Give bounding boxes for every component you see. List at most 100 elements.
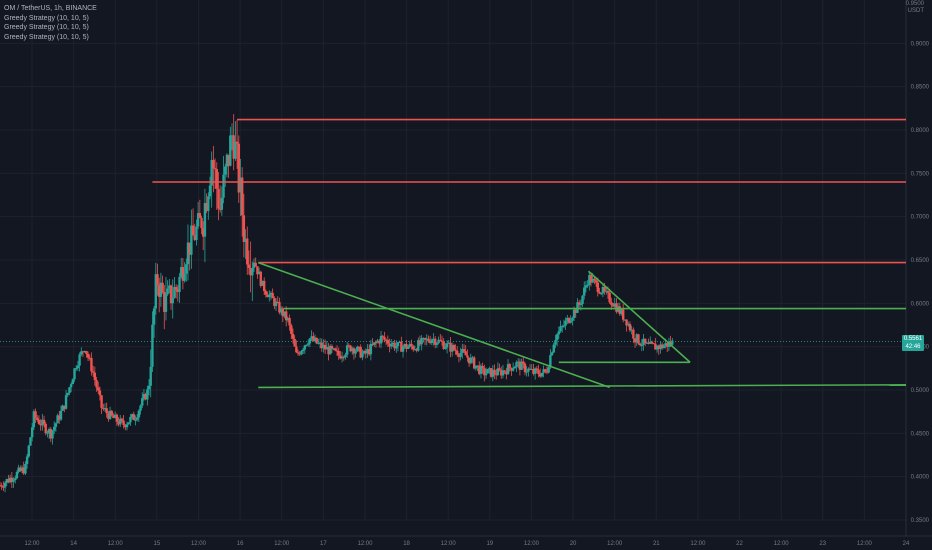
candle-body bbox=[207, 196, 210, 211]
candle-body bbox=[650, 341, 654, 344]
candle-body bbox=[115, 414, 119, 422]
x-tick-label: 12:00 bbox=[108, 541, 124, 547]
candle-body bbox=[242, 215, 246, 242]
candle-body bbox=[174, 287, 178, 290]
candle-body bbox=[83, 351, 86, 353]
candle-body bbox=[32, 411, 36, 428]
candle-body bbox=[415, 349, 418, 351]
candle-body bbox=[454, 349, 457, 351]
candle-body bbox=[130, 414, 134, 417]
candle-body bbox=[217, 188, 220, 209]
y-tick-label: 0.8000 bbox=[911, 128, 930, 134]
candle-body bbox=[284, 311, 288, 321]
candle-body bbox=[93, 372, 97, 381]
candle-body bbox=[276, 301, 279, 303]
candle-body bbox=[423, 338, 427, 340]
candle-body bbox=[103, 408, 107, 410]
candle-body bbox=[149, 366, 152, 386]
candle-body bbox=[645, 342, 649, 344]
candle-body bbox=[230, 135, 234, 137]
candle-body bbox=[181, 267, 185, 281]
candle-body bbox=[154, 274, 157, 309]
candle-body bbox=[246, 238, 249, 265]
candle-body bbox=[266, 294, 269, 298]
candle-body bbox=[254, 262, 257, 267]
candle-body bbox=[445, 343, 449, 348]
candle-body bbox=[418, 340, 422, 345]
candle-body bbox=[660, 344, 664, 349]
candle-body bbox=[257, 271, 261, 275]
candle-body bbox=[54, 423, 58, 427]
indicator-label[interactable]: Greedy Strategy (10, 10, 5) bbox=[4, 14, 89, 22]
candle-body bbox=[224, 166, 227, 175]
candle-body bbox=[151, 324, 154, 367]
candle-body bbox=[76, 365, 80, 369]
candle-body bbox=[621, 309, 625, 320]
candle-body bbox=[371, 343, 374, 345]
last-price-countdown: 42:46 bbox=[905, 344, 921, 351]
candle-body bbox=[444, 347, 447, 349]
candle-body bbox=[295, 346, 298, 353]
candle-body bbox=[384, 339, 388, 341]
x-tick-label: 14 bbox=[70, 541, 77, 547]
symbol-title[interactable]: OM / TetherUS, 1h, BINANCE bbox=[4, 5, 97, 12]
x-tick-label: 15 bbox=[154, 541, 161, 547]
candle-body bbox=[107, 413, 110, 419]
candle-body bbox=[58, 415, 61, 420]
candle-body bbox=[85, 351, 88, 354]
candle-body bbox=[195, 226, 198, 240]
candle-body bbox=[12, 480, 15, 482]
candle-body bbox=[398, 341, 401, 343]
candle-body bbox=[442, 341, 445, 349]
candle-body bbox=[369, 343, 373, 355]
candle-body bbox=[457, 354, 461, 357]
candle-body bbox=[144, 394, 147, 400]
candle-body bbox=[647, 342, 650, 344]
candle-body bbox=[547, 367, 550, 373]
candle-body bbox=[235, 141, 239, 144]
candle-body bbox=[286, 317, 290, 321]
candle-body bbox=[637, 334, 640, 344]
candle-body bbox=[383, 336, 386, 340]
candle-body bbox=[122, 420, 125, 425]
candle-body bbox=[379, 335, 383, 344]
candle-body bbox=[3, 482, 7, 488]
candle-body bbox=[654, 343, 657, 350]
last-price-tag: 0.5561 42:46 bbox=[902, 335, 924, 352]
candle-body bbox=[259, 271, 262, 286]
candle-body bbox=[461, 349, 464, 353]
candle-body bbox=[152, 308, 156, 325]
candle-body bbox=[566, 317, 569, 321]
candle-body bbox=[539, 374, 542, 377]
candle-body bbox=[119, 418, 122, 425]
candle-body bbox=[374, 342, 378, 344]
candle-body bbox=[447, 342, 450, 344]
candle-body bbox=[413, 349, 417, 351]
candle-body bbox=[237, 143, 240, 193]
indicator-label[interactable]: Greedy Strategy (10, 10, 5) bbox=[4, 33, 89, 41]
candle-body bbox=[25, 456, 29, 465]
support-line bbox=[257, 261, 610, 389]
candle-body bbox=[227, 154, 230, 166]
candle-body bbox=[559, 326, 562, 332]
candle-body bbox=[156, 274, 159, 286]
candle-body bbox=[34, 411, 37, 418]
candle-body bbox=[108, 410, 112, 419]
candle-body bbox=[527, 368, 530, 372]
candle-body bbox=[435, 343, 439, 345]
candle-body bbox=[428, 341, 432, 344]
candle-body bbox=[169, 285, 173, 304]
candle-body bbox=[261, 280, 264, 286]
indicator-label[interactable]: Greedy Strategy (10, 10, 5) bbox=[4, 24, 89, 32]
candle-body bbox=[59, 410, 63, 420]
candle-body bbox=[522, 361, 525, 364]
candle-body bbox=[623, 319, 627, 321]
candle-body bbox=[625, 319, 628, 326]
candle-body bbox=[127, 422, 130, 425]
candle-body bbox=[630, 329, 633, 331]
candle-body bbox=[401, 346, 405, 352]
candle-body bbox=[581, 295, 584, 304]
candle-body bbox=[198, 213, 202, 218]
candle-body bbox=[283, 311, 286, 317]
